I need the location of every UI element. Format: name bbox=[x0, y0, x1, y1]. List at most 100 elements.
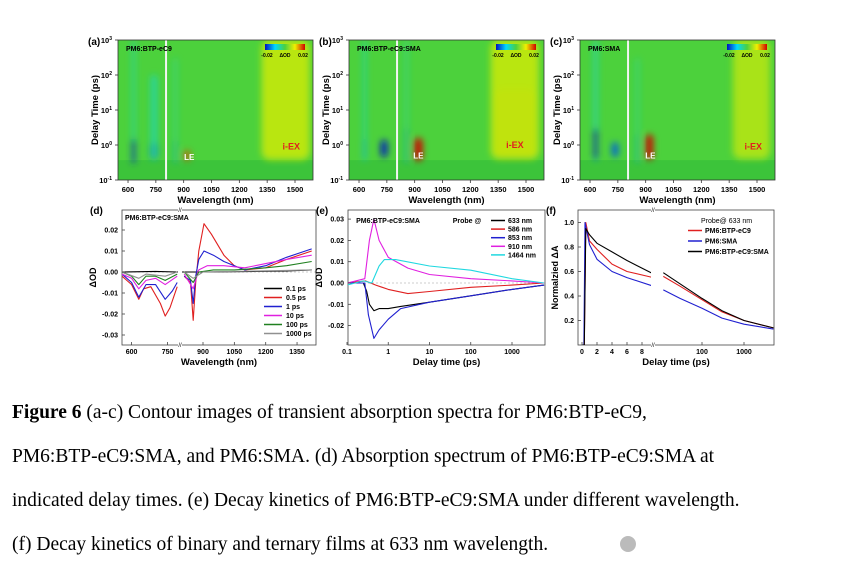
x-tick-label: 1 bbox=[386, 349, 390, 356]
bleach-feature bbox=[363, 40, 366, 161]
legend-label: PM6:SMA bbox=[705, 239, 737, 246]
series-line-10-ps bbox=[122, 254, 312, 290]
heatmap-features bbox=[363, 40, 539, 164]
x-tick-label: 600 bbox=[122, 185, 135, 194]
x-tick-label: 1000 bbox=[504, 349, 520, 356]
y-tick-label: 103 bbox=[563, 36, 574, 45]
legend-label: PM6:BTP-eC9 bbox=[705, 228, 751, 235]
y-tick-exponent: -1 bbox=[108, 176, 113, 182]
y-tick-exponent: 0 bbox=[340, 141, 343, 147]
plot-frame bbox=[347, 209, 546, 346]
x-tick-label: 8 bbox=[640, 349, 644, 356]
x-tick-label: 1350 bbox=[490, 185, 507, 194]
series-line-1464-nm bbox=[348, 259, 545, 286]
x-axis-title: Delay time (ps) bbox=[413, 357, 481, 368]
y-tick-label: 0.02 bbox=[104, 228, 118, 235]
x-tick-label: 6 bbox=[625, 349, 629, 356]
colorbar-min-label: -0.02 bbox=[492, 53, 504, 59]
panel-label: (c) bbox=[550, 37, 562, 48]
legend-label: 853 nm bbox=[508, 235, 532, 242]
panel-label: (e) bbox=[316, 206, 328, 217]
colorbar-title: ΔOD bbox=[510, 53, 521, 59]
y-tick-label: -0.03 bbox=[102, 333, 118, 340]
legend-label: 1000 ps bbox=[286, 331, 312, 338]
y-tick-exponent: 1 bbox=[340, 106, 343, 112]
sample-label: PM6:BTP-eC9:SMA bbox=[357, 46, 421, 53]
x-tick-label: 1350 bbox=[259, 185, 276, 194]
pre-time-zero-region bbox=[118, 160, 313, 180]
legend-label: 1464 nm bbox=[508, 252, 536, 259]
figure-label: Figure 6 bbox=[12, 402, 82, 423]
y-tick-exponent: 1 bbox=[571, 106, 574, 112]
y-tick-label: 102 bbox=[101, 71, 112, 80]
x-tick-label: 0 bbox=[580, 349, 584, 356]
x-axis-title: Wavelength (nm) bbox=[639, 195, 715, 206]
colorbar bbox=[727, 44, 767, 50]
y-tick-label: -0.01 bbox=[328, 302, 344, 309]
pre-time-zero-region bbox=[349, 160, 544, 180]
x-tick-label: 1000 bbox=[736, 349, 752, 356]
legend-label: 10 ps bbox=[286, 313, 304, 320]
annotation-le: LE bbox=[184, 153, 195, 162]
y-tick-label: 0.00 bbox=[330, 281, 344, 288]
y-tick-label: 101 bbox=[101, 106, 112, 115]
x-tick-label: 1050 bbox=[665, 185, 682, 194]
x-axis-title: Delay time (ps) bbox=[642, 357, 710, 368]
sample-label: PM6:BTP-eC9:SMA bbox=[125, 215, 189, 222]
y-tick-exponent: -1 bbox=[570, 176, 575, 182]
y-tick-label: 102 bbox=[563, 71, 574, 80]
colorbar-max-label: 0.02 bbox=[529, 53, 539, 59]
y-tick-label: 102 bbox=[332, 71, 343, 80]
line-chart-panel-d: // // 600 750 900 1050 1200 1350 0.02 0.01 0.00 -0.… bbox=[88, 206, 317, 368]
colorbar-max-label: 0.02 bbox=[298, 53, 308, 59]
heatmap-area bbox=[118, 40, 313, 180]
x-tick-label: 0.1 bbox=[342, 349, 352, 356]
y-tick-exponent: 3 bbox=[571, 36, 574, 42]
bleach-feature bbox=[594, 128, 598, 160]
x-tick-label: 4 bbox=[610, 349, 614, 356]
y-tick-label: 0.8 bbox=[564, 245, 574, 252]
legend-label: 910 nm bbox=[508, 244, 532, 251]
bleach-feature bbox=[132, 138, 135, 164]
heatmap-area bbox=[349, 40, 544, 180]
series-line-1-ps bbox=[122, 248, 312, 305]
x-tick-label: 750 bbox=[612, 185, 625, 194]
plot-frame bbox=[121, 209, 317, 346]
colorbar bbox=[265, 44, 305, 50]
axis-break-mark-top: // bbox=[178, 208, 182, 214]
figure-caption-line-3: indicated delay times. (e) Decay kinetic… bbox=[12, 490, 740, 511]
y-tick-label: 0.00 bbox=[104, 270, 118, 277]
x-tick-label: 1350 bbox=[721, 185, 738, 194]
y-tick-label: 100 bbox=[101, 141, 112, 150]
y-tick-label: 0.6 bbox=[564, 269, 574, 276]
y-tick-label: 0.02 bbox=[330, 238, 344, 245]
legend-label: 633 nm bbox=[508, 218, 532, 225]
absorption-feature bbox=[184, 150, 190, 161]
panel-label: (b) bbox=[319, 37, 332, 48]
colorbar-min-label: -0.02 bbox=[723, 53, 735, 59]
y-axis-title: ΔOD bbox=[88, 267, 98, 287]
x-tick-label: 600 bbox=[584, 185, 597, 194]
bleach-feature bbox=[174, 58, 177, 164]
y-tick-exponent: 0 bbox=[571, 141, 574, 147]
colorbar-min-label: -0.02 bbox=[261, 53, 273, 59]
sample-label: PM6:BTP-eC9:SMA bbox=[356, 218, 420, 225]
figure-caption-line-1: Figure 6 (a-c) Contour images of transie… bbox=[12, 402, 647, 424]
legend-label: 0.5 ps bbox=[286, 295, 306, 302]
annotation-le: LE bbox=[413, 152, 424, 161]
sample-label: PM6:BTP-eC9 bbox=[126, 46, 172, 53]
bleach-feature bbox=[611, 142, 619, 158]
colorbar-title: ΔOD bbox=[741, 53, 752, 59]
bleach-feature bbox=[363, 138, 366, 159]
panel-label: (d) bbox=[90, 206, 103, 217]
legend-label: 0.1 ps bbox=[286, 286, 306, 293]
x-tick-label: 1200 bbox=[693, 185, 710, 194]
colorbar-max-label: 0.02 bbox=[760, 53, 770, 59]
axis-break-mark-bottom: // bbox=[651, 343, 655, 349]
bleach-feature bbox=[132, 40, 135, 164]
x-tick-label: 1050 bbox=[227, 349, 243, 356]
legend-label: 1 ps bbox=[286, 304, 300, 311]
heatmap-area bbox=[580, 40, 775, 180]
y-tick-label: 10-1 bbox=[561, 176, 574, 185]
